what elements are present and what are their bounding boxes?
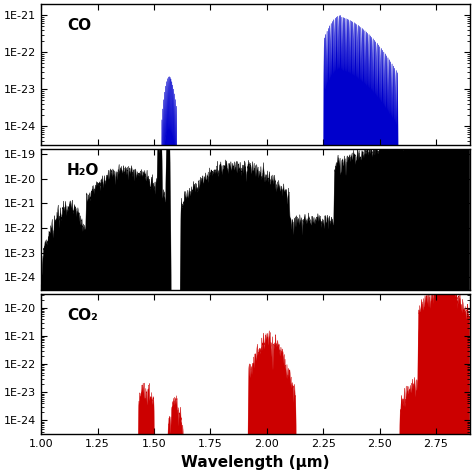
Text: CO: CO: [67, 18, 91, 33]
Text: H₂O: H₂O: [67, 163, 100, 178]
X-axis label: Wavelength (μm): Wavelength (μm): [182, 455, 330, 470]
Text: CO₂: CO₂: [67, 308, 98, 323]
